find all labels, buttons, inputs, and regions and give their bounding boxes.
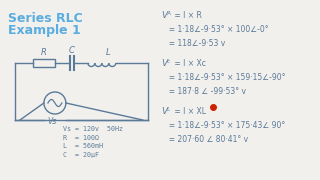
Text: L  = 560mH: L = 560mH	[63, 143, 103, 149]
Text: = 1·18∠-9·53° × 175·43∠ 90°: = 1·18∠-9·53° × 175·43∠ 90°	[164, 121, 285, 130]
Text: Series RLC: Series RLC	[8, 12, 83, 25]
Text: C: C	[69, 46, 75, 55]
Text: = Ι × XL: = Ι × XL	[172, 107, 206, 116]
Text: Vs = 120v  50Hz: Vs = 120v 50Hz	[63, 126, 123, 132]
Text: = Ι × Xc: = Ι × Xc	[172, 59, 205, 68]
Text: L: L	[106, 48, 110, 57]
Text: = Ι × R: = Ι × R	[172, 11, 202, 20]
Text: = 1·18∠-9·53° × 159·15∠-90°: = 1·18∠-9·53° × 159·15∠-90°	[164, 73, 285, 82]
Text: = 118∠-9·53 v: = 118∠-9·53 v	[164, 39, 225, 48]
Text: = 187·8 ∠ -99·53° v: = 187·8 ∠ -99·53° v	[164, 87, 246, 96]
Text: Vs: Vs	[47, 117, 56, 126]
Text: C  = 20μF: C = 20μF	[63, 152, 99, 158]
Text: Vᴸ: Vᴸ	[162, 107, 171, 116]
Text: Vᴬ: Vᴬ	[162, 11, 172, 20]
Text: = 207·60 ∠ 80·41° v: = 207·60 ∠ 80·41° v	[164, 135, 248, 144]
Text: R: R	[41, 48, 47, 57]
Text: Vᶜ: Vᶜ	[162, 59, 171, 68]
Text: Example 1: Example 1	[8, 24, 81, 37]
Text: R  = 100Ω: R = 100Ω	[63, 134, 99, 141]
Bar	[33, 59, 55, 67]
Text: = 1·18∠-9·53° × 100∠-0°: = 1·18∠-9·53° × 100∠-0°	[164, 25, 268, 34]
